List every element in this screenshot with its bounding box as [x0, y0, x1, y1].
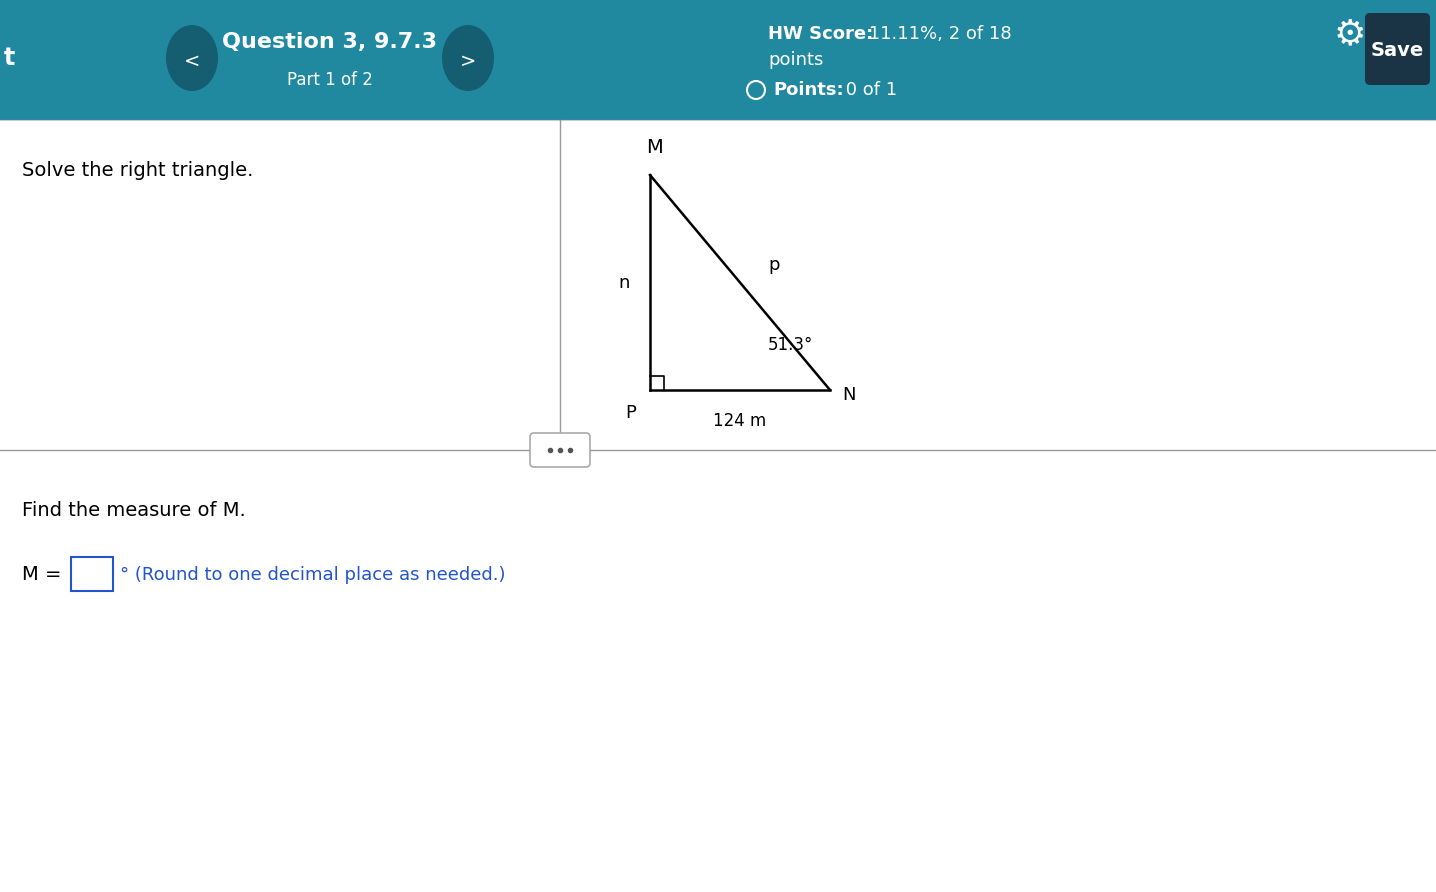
- Text: Save: Save: [1370, 40, 1423, 60]
- Text: M: M: [646, 138, 663, 157]
- Text: p: p: [768, 255, 780, 274]
- Text: HW Score:: HW Score:: [768, 25, 873, 43]
- Text: points: points: [768, 51, 823, 69]
- Text: ° (Round to one decimal place as needed.): ° (Round to one decimal place as needed.…: [121, 566, 505, 584]
- Text: <: <: [184, 52, 200, 70]
- Circle shape: [747, 81, 765, 99]
- Text: Find the measure of M.: Find the measure of M.: [22, 500, 246, 519]
- Ellipse shape: [442, 25, 494, 91]
- FancyBboxPatch shape: [70, 557, 113, 591]
- Text: N: N: [841, 386, 856, 404]
- Text: ⚙: ⚙: [1334, 17, 1366, 51]
- Text: 124 m: 124 m: [714, 412, 767, 430]
- Text: M =: M =: [22, 566, 67, 584]
- Text: 0 of 1: 0 of 1: [840, 81, 898, 99]
- Text: 51.3°: 51.3°: [768, 336, 813, 354]
- FancyBboxPatch shape: [530, 433, 590, 467]
- Bar: [0, 0, 1436, 120]
- Text: P: P: [625, 404, 636, 422]
- Text: n: n: [619, 274, 630, 292]
- Text: >: >: [460, 52, 477, 70]
- FancyBboxPatch shape: [1366, 13, 1430, 85]
- Text: 11.11%, 2 of 18: 11.11%, 2 of 18: [863, 25, 1011, 43]
- Text: Solve the right triangle.: Solve the right triangle.: [22, 161, 253, 179]
- Text: Question 3, 9.7.3: Question 3, 9.7.3: [223, 32, 438, 52]
- Text: Part 1 of 2: Part 1 of 2: [287, 71, 373, 89]
- Ellipse shape: [167, 25, 218, 91]
- Text: t: t: [4, 46, 16, 70]
- Text: Points:: Points:: [773, 81, 843, 99]
